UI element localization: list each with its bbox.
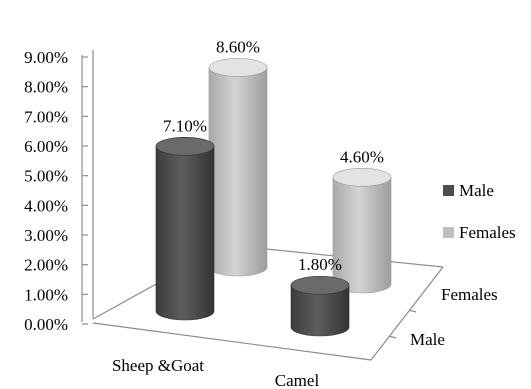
legend-label-male: Male — [459, 181, 494, 200]
bar-females-sheep-goat — [208, 58, 268, 277]
depth-tick-1 — [408, 309, 417, 313]
cylinder-body — [290, 284, 350, 337]
y-axis-ticks: 0.00% 1.00% 2.00% 3.00% 4.00% 5.00% 6.00% 7.00%… — [24, 48, 88, 334]
cylinder-top — [155, 136, 215, 156]
y-tick-label: 6.00% — [24, 137, 68, 156]
legend-swatch-male — [443, 185, 454, 196]
x-category-label-sheep-goat: Sheep &Goat — [112, 356, 204, 375]
data-label-male-camel: 1.80% — [298, 255, 342, 274]
cylinder-body — [155, 145, 215, 321]
y-tick-label: 9.00% — [24, 48, 68, 67]
legend-swatch-females — [443, 227, 454, 238]
floor-right-edge — [370, 266, 444, 361]
bar-male-camel — [290, 275, 350, 337]
depth-label-male: Male — [410, 330, 445, 349]
floor-front-edge — [92, 322, 372, 361]
x-category-label-camel: Camel — [275, 371, 320, 389]
depth-tick-2 — [388, 335, 397, 339]
cylinder-body — [208, 67, 268, 277]
y-tick-label: 7.00% — [24, 107, 68, 126]
cylinder-top — [332, 167, 392, 187]
cylinder-top — [208, 58, 268, 77]
bar-male-sheep-goat — [155, 136, 215, 321]
y-tick-label: 2.00% — [24, 256, 68, 275]
legend: Male Females — [443, 181, 516, 242]
data-labels: 8.60% 4.60% 7.10% 1.80% — [163, 37, 384, 274]
cylinder-bars — [155, 58, 392, 337]
depth-label-females: Females — [441, 285, 498, 304]
data-label-male-sheep-goat: 7.10% — [163, 116, 207, 135]
y-tick-label: 0.00% — [24, 315, 68, 334]
y-tick-label: 5.00% — [24, 167, 68, 186]
y-tick-label: 1.00% — [24, 285, 68, 304]
data-label-females-sheep-goat: 8.60% — [216, 37, 260, 56]
bar-females-camel — [332, 167, 392, 294]
y-tick-label: 8.00% — [24, 78, 68, 97]
y-tick-label: 3.00% — [24, 226, 68, 245]
cylinder-top — [290, 275, 350, 295]
y-tick-label: 4.00% — [24, 196, 68, 215]
data-label-females-camel: 4.60% — [340, 147, 384, 166]
legend-label-females: Females — [459, 223, 516, 242]
cylinder-body — [332, 176, 392, 294]
